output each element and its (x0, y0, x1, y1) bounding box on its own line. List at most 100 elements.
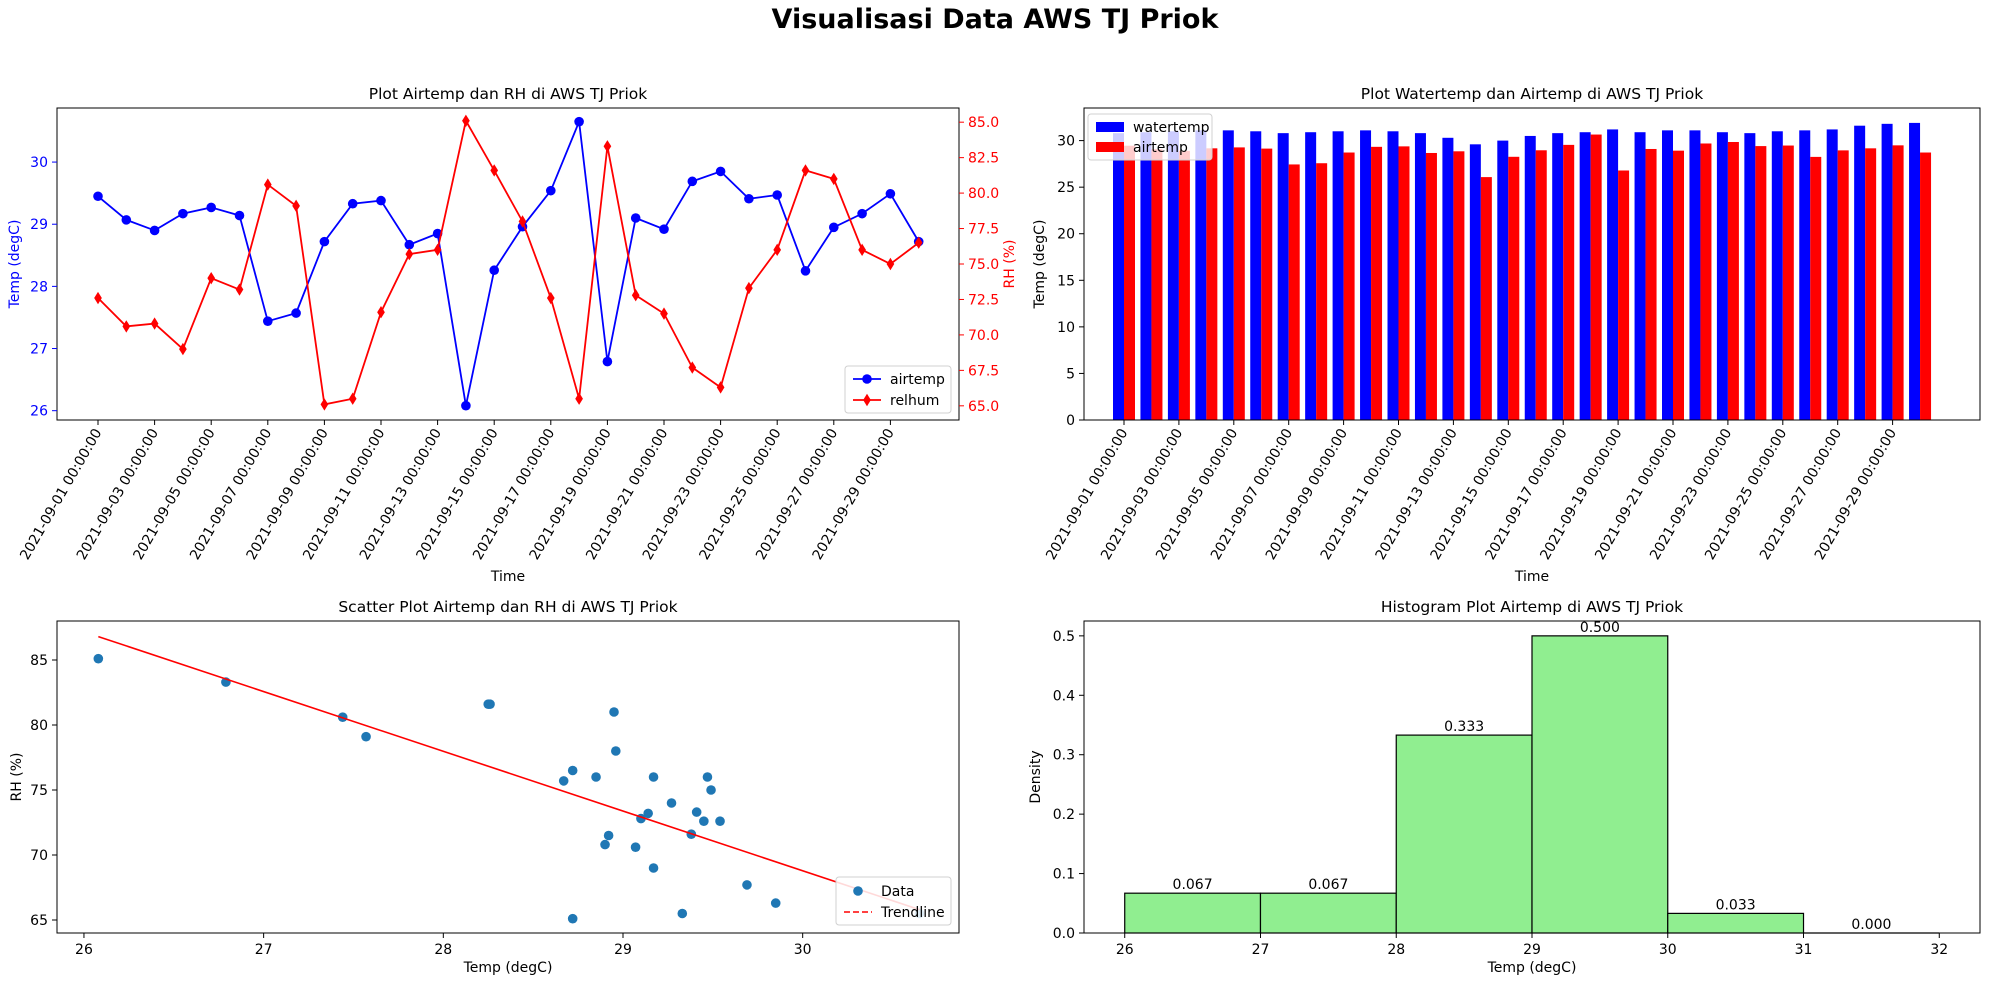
point-relhum (150, 317, 159, 330)
histogram-value-label: 0.067 (1173, 877, 1213, 893)
histogram-xtick-label: 30 (1659, 942, 1677, 958)
point-airtemp (376, 195, 386, 206)
line-chart-frame (56, 107, 960, 421)
bar-watertemp (1442, 137, 1454, 420)
point-airtemp (263, 316, 273, 326)
scatter-chart-ylabel: RH (%) (9, 753, 25, 802)
histogram-bar (1395, 734, 1533, 934)
point-relhum (801, 164, 810, 177)
scatter-point (742, 880, 752, 890)
histogram-xtick-label: 32 (1930, 942, 1948, 958)
scatter-point (567, 913, 578, 924)
bar-airtemp (1645, 148, 1657, 420)
bar-watertemp (1497, 140, 1509, 420)
line-chart-title: Plot Airtemp dan RH di AWS TJ Priok (369, 85, 647, 103)
bar-airtemp (1343, 152, 1355, 421)
line-chart-ylabel: Temp (degC) (7, 220, 23, 310)
bar-watertemp (1305, 132, 1317, 421)
point-relhum (745, 281, 753, 295)
point-relhum (462, 114, 470, 127)
histogram-xtick-label: 31 (1795, 942, 1813, 958)
legend-label-trendline: Trendline (880, 905, 945, 921)
bar-airtemp (1920, 152, 1932, 421)
scatter-point (666, 798, 677, 808)
histogram-xtick-label: 27 (1252, 942, 1270, 958)
bar-chart-ytick-label: 0 (1066, 413, 1075, 429)
point-relhum (914, 236, 923, 249)
histogram-value-label: 0.033 (1716, 897, 1756, 913)
bar-airtemp (1535, 150, 1547, 420)
point-relhum (235, 283, 244, 296)
bar-chart-ytick-label: 15 (1057, 273, 1075, 289)
bar-airtemp (1837, 150, 1849, 421)
figure-title: Visualisasi Data AWS TJ Priok (771, 4, 1219, 35)
point-relhum (490, 164, 499, 177)
scatter-point (558, 776, 569, 786)
point-relhum (660, 307, 668, 320)
point-relhum (886, 257, 895, 271)
bar-airtemp (1590, 134, 1602, 421)
point-airtemp (772, 190, 782, 200)
histogram-ytick-label: 0.2 (1053, 807, 1075, 823)
line-chart-ytick-right-label: 72.5 (968, 292, 999, 308)
histogram-value-label: 0.500 (1580, 620, 1620, 636)
point-airtemp (630, 213, 641, 223)
point-airtemp (404, 239, 415, 250)
bar-watertemp (1414, 133, 1426, 420)
bar-airtemp (1288, 164, 1300, 420)
point-airtemp (602, 356, 613, 367)
point-relhum (207, 271, 216, 285)
scatter-chart-title: Scatter Plot Airtemp dan RH di AWS TJ Pr… (338, 598, 677, 616)
line-chart-ytick-label: 29 (30, 217, 48, 233)
bar-airtemp (1178, 150, 1190, 420)
scatter-point (702, 772, 713, 782)
bar-airtemp (1782, 145, 1794, 420)
legend-marker-airtemp (862, 374, 872, 384)
point-relhum (179, 342, 187, 356)
point-airtemp (715, 166, 726, 177)
bar-chart-ytick-label: 25 (1057, 180, 1075, 196)
histogram-xtick-label: 26 (1116, 942, 1134, 958)
histogram-value-label: 0.333 (1444, 719, 1484, 735)
bar-airtemp (1727, 141, 1739, 421)
bar-chart-ytick-label: 30 (1057, 134, 1075, 150)
scatter-point (611, 746, 621, 756)
scatter-chart-frame (56, 620, 960, 934)
bar-chart-xlabel: Time (1514, 569, 1549, 585)
scatter-chart-xtick-label: 28 (434, 942, 452, 958)
bar-airtemp (1563, 144, 1575, 420)
histogram-value-label: 0.067 (1308, 877, 1348, 893)
bar-airtemp (1371, 146, 1383, 420)
legend-marker-data (853, 886, 863, 896)
series-line-relhum (97, 118, 920, 406)
scatter-point (600, 839, 610, 850)
legend-swatch-airtemp (1096, 142, 1124, 152)
point-airtemp (744, 193, 754, 204)
point-airtemp (857, 208, 867, 219)
bar-airtemp (1480, 177, 1492, 420)
scatter-point (643, 808, 653, 819)
bar-watertemp (1332, 131, 1344, 421)
point-airtemp (687, 176, 698, 187)
histogram-ytick-label: 0.5 (1053, 629, 1075, 645)
scatter-point (93, 653, 104, 664)
histogram-xlabel: Temp (degC) (1487, 960, 1577, 976)
bar-watertemp (1195, 130, 1207, 420)
bar-airtemp (1618, 170, 1630, 420)
bar-airtemp (1398, 146, 1410, 420)
bar-watertemp (1277, 133, 1289, 420)
series-line-airtemp (97, 118, 920, 406)
scatter-point (483, 699, 494, 709)
point-airtemp (347, 198, 358, 209)
point-airtemp (800, 266, 811, 276)
point-airtemp (93, 191, 103, 202)
bar-watertemp (1360, 130, 1372, 420)
bar-chart-title: Plot Watertemp dan Airtemp di AWS TJ Pri… (1361, 85, 1703, 103)
bar-airtemp (1425, 152, 1437, 420)
point-relhum (858, 243, 866, 257)
histogram-frame (1083, 620, 1981, 934)
histogram-ylabel: Density (1028, 750, 1044, 803)
bar-watertemp (1524, 135, 1536, 420)
scatter-point (677, 908, 688, 919)
